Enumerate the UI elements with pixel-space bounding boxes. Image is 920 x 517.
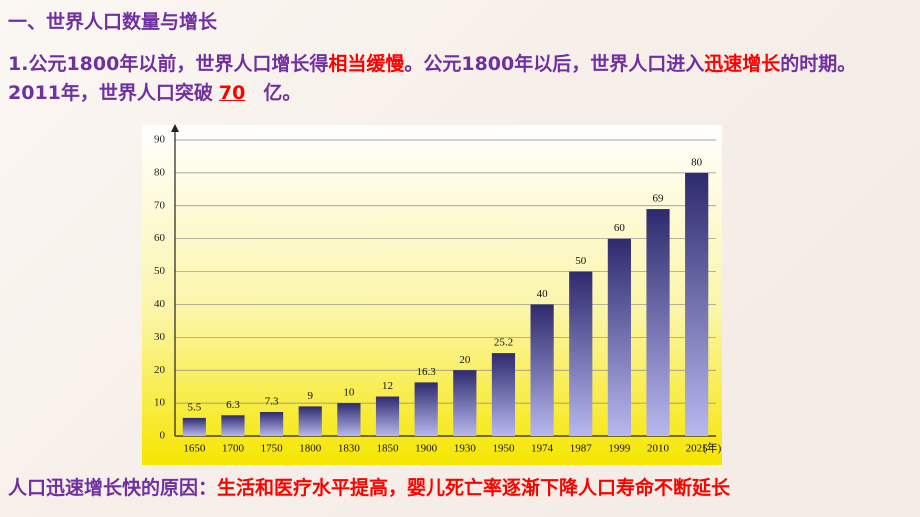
text-segment: 迅速增长 xyxy=(704,53,781,75)
x-tick-label: 2025 xyxy=(686,443,709,455)
value-label: 60 xyxy=(614,222,626,234)
heading: 一、世界人口数量与增长 xyxy=(8,11,218,33)
y-axis-arrow xyxy=(171,124,179,132)
x-tick-label: 1830 xyxy=(338,443,361,455)
bar xyxy=(337,403,361,436)
y-tick-label: 20 xyxy=(154,364,166,376)
x-tick-label: 1650 xyxy=(183,443,206,455)
value-label: 40 xyxy=(537,288,549,300)
bar xyxy=(375,396,400,436)
bar xyxy=(298,406,322,436)
bar xyxy=(530,304,554,436)
bar xyxy=(491,353,516,436)
value-label: 25.2 xyxy=(494,337,513,349)
text-segment: 1.公元1800年以前，世界人口增长得 xyxy=(8,53,329,75)
reason: 人口迅速增长快的原因：生活和医疗水平提高，婴儿死亡率逐渐下降人口寿命不断延长 xyxy=(8,474,730,503)
bar xyxy=(182,417,206,436)
x-tick-label: 1930 xyxy=(454,443,477,455)
x-tick-label: 1700 xyxy=(222,443,245,455)
y-tick-label: 10 xyxy=(154,397,166,409)
bar xyxy=(414,382,438,436)
x-tick-label: 1999 xyxy=(608,443,631,455)
text-segment: 亿。 xyxy=(263,82,302,104)
value-label: 7.3 xyxy=(265,396,279,408)
x-tick-label: 1900 xyxy=(415,443,438,455)
bar xyxy=(221,415,245,436)
text-segment: 。公元1800年以后，世界人口进入 xyxy=(404,53,705,75)
text-segment: 的时期。2011年，世界人口突破 xyxy=(8,53,857,104)
y-tick-label: 50 xyxy=(154,265,166,277)
bar xyxy=(646,209,670,436)
text-segment: 相当缓慢 xyxy=(328,53,405,75)
bar xyxy=(685,172,709,436)
x-tick-label: 1850 xyxy=(377,443,400,455)
value-label: 9 xyxy=(308,390,314,402)
text-segment: 人口迅速增长快的原因： xyxy=(8,477,218,499)
value-label: 16.3 xyxy=(417,366,437,378)
text-segment: 生活和医疗水平提高，婴儿死亡率逐渐下降人口寿命不断延长 xyxy=(217,477,731,499)
bar xyxy=(569,271,593,436)
value-label: 6.3 xyxy=(226,399,240,411)
y-tick-label: 60 xyxy=(154,232,166,244)
x-tick-label: 1974 xyxy=(531,443,554,455)
bar xyxy=(260,411,284,436)
x-tick-label: 2010 xyxy=(647,443,670,455)
y-tick-label: 80 xyxy=(154,166,166,178)
x-tick-label: 1750 xyxy=(261,443,284,455)
value-label: 69 xyxy=(653,193,665,205)
value-label: 20 xyxy=(459,354,471,366)
text-segment: 70 xyxy=(218,82,246,104)
value-label: 10 xyxy=(343,387,355,399)
y-tick-label: 0 xyxy=(160,430,166,442)
value-label: 5.5 xyxy=(187,401,201,413)
value-label: 80 xyxy=(691,156,703,168)
y-tick-label: 40 xyxy=(154,298,166,310)
y-tick-label: 90 xyxy=(154,134,166,146)
value-label: 50 xyxy=(575,255,587,267)
x-unit-label: (年) xyxy=(703,441,722,455)
x-tick-label: 1950 xyxy=(492,443,515,455)
value-label: 12 xyxy=(382,380,393,392)
bar xyxy=(607,238,631,436)
paragraph: 1.公元1800年以前，世界人口增长得相当缓慢。公元1800年以后，世界人口进入… xyxy=(8,50,908,108)
bar xyxy=(453,370,477,436)
y-tick-label: 70 xyxy=(154,199,166,211)
x-tick-label: 1800 xyxy=(299,443,322,455)
x-tick-label: 1987 xyxy=(570,443,593,455)
y-tick-label: 30 xyxy=(154,331,166,343)
